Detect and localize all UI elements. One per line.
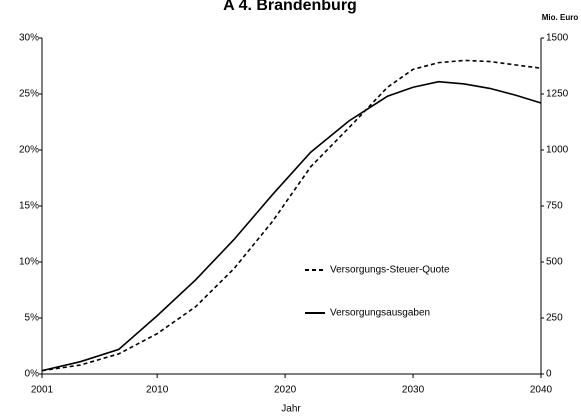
y2-axis-label: Mio. Euro (542, 13, 579, 22)
y2-tick-label: 1500 (546, 33, 569, 44)
series-line (41, 80, 542, 372)
y-tick-label: 25% (19, 89, 39, 100)
y2-tick-label: 1250 (546, 89, 569, 100)
y-tick-label: 15% (19, 201, 39, 212)
x-tick-label: 2010 (146, 385, 169, 396)
x-tick-label: 2020 (274, 385, 297, 396)
legend-label: Versorgungsausgaben (330, 308, 430, 319)
y2-tick-label: 250 (546, 313, 563, 324)
x-tick-label: 2040 (530, 385, 553, 396)
y2-tick-label: 500 (546, 257, 563, 268)
y2-tick-label: 1000 (546, 145, 569, 156)
y2-tick-label: 750 (546, 201, 563, 212)
y-tick-label: 20% (19, 145, 39, 156)
y-tick-label: 10% (19, 257, 39, 268)
y-tick-label: 30% (19, 33, 39, 44)
y2-tick-label: 0 (546, 369, 552, 380)
x-tick-label: 2001 (31, 385, 54, 396)
y-tick-label: 0% (25, 369, 40, 380)
chart-title: A 4. Brandenburg (223, 0, 357, 14)
x-tick-label: 2030 (402, 385, 425, 396)
series-line (41, 59, 542, 372)
legend-label: Versorgungs-Steuer-Quote (330, 265, 450, 276)
y-tick-label: 5% (25, 313, 40, 324)
x-axis-label: Jahr (281, 404, 301, 415)
